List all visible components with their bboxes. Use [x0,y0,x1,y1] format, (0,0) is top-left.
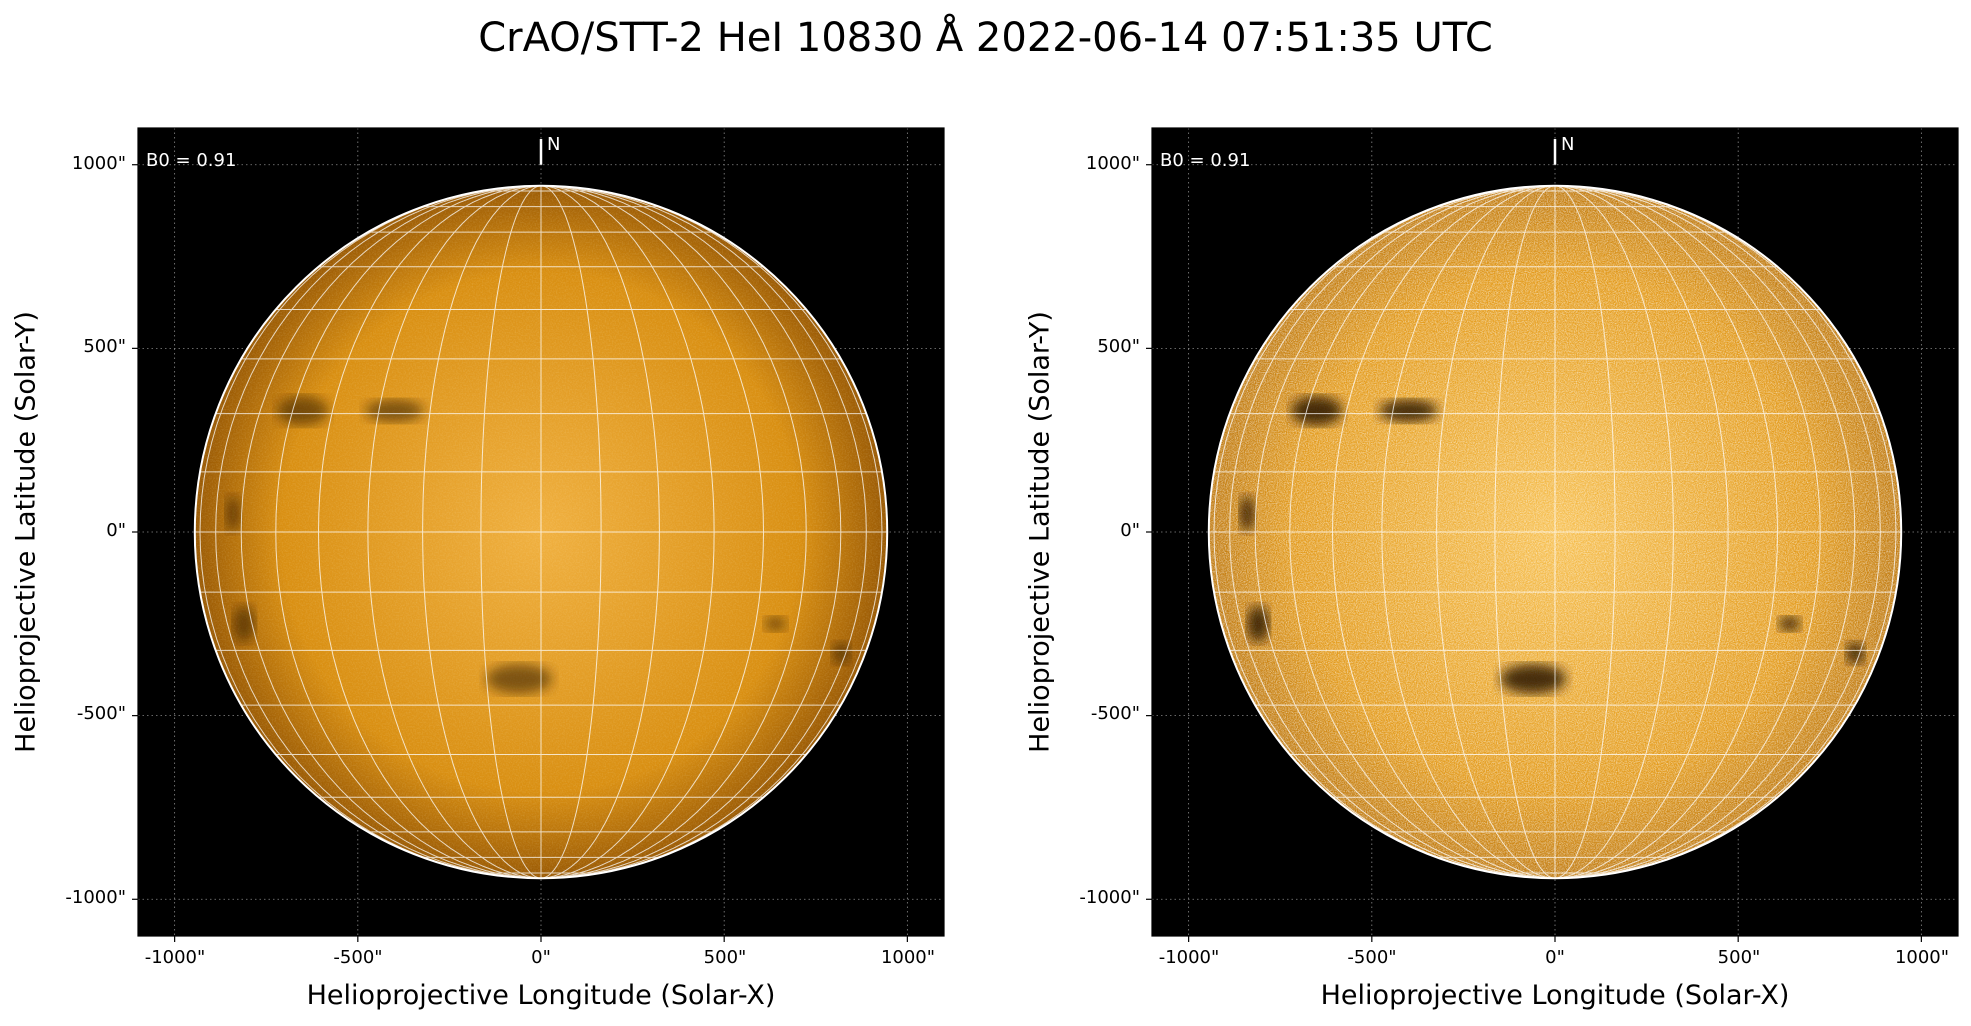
heliographic-grid [1208,185,1902,879]
xtick-right-minus500: -500" [1347,947,1397,968]
ytick-left-0: 0" [106,520,126,541]
b0-annotation: B0 = 0.91 [1160,150,1250,171]
ylabel-left: Helioprojective Latitude (Solar-Y) [10,311,42,753]
ytick-right-500: 500" [1097,336,1140,357]
filament-5 [764,616,787,632]
filament-0 [277,396,329,426]
xtick-right-1000: 1000" [1894,947,1950,968]
xtick-left-500: 500" [703,947,747,968]
xtick-right-0: 0" [1545,947,1565,968]
dark-features [225,396,851,694]
filament-2 [225,495,241,532]
north-label: N [1561,134,1574,155]
ytick-left-minus1000: -1000" [65,887,126,908]
page-title: CrAO/STT-2 HeI 10830 Å 2022-06-14 07:51:… [478,15,1493,61]
xtick-left-minus1000: -1000" [144,947,206,968]
xlabel-right: Helioprojective Longitude (Solar-X) [1320,980,1790,1011]
filament-1 [1379,399,1438,422]
filament-4 [486,664,552,694]
b0-annotation: B0 = 0.91 [146,150,236,171]
axis-ticks [1146,164,1922,942]
filament-6 [1846,642,1865,665]
ytick-left-1000: 1000" [71,153,126,174]
ylabel-right: Helioprojective Latitude (Solar-Y) [1024,311,1056,753]
xtick-left-1000: 1000" [880,947,936,968]
xtick-left-0: 0" [531,947,551,968]
filament-6 [832,642,851,665]
filament-4 [1500,664,1566,694]
filament-5 [1778,616,1801,632]
ytick-right-1000: 1000" [1085,153,1140,174]
ytick-right-0: 0" [1120,520,1140,541]
xtick-right-500: 500" [1717,947,1761,968]
solar-image-right[interactable]: N B0 = 0.91 [1146,127,1959,942]
solar-image-left[interactable]: N B0 = 0.91 [132,127,945,942]
plot-border [1151,127,1959,937]
xtick-left-minus500: -500" [333,947,383,968]
ytick-left-minus500: -500" [76,703,126,724]
filament-2 [1239,495,1255,532]
filament-1 [365,399,424,422]
north-label: N [547,134,560,155]
plot-border [137,127,945,937]
ytick-right-minus1000: -1000" [1079,887,1140,908]
limb-outline [193,184,889,880]
axis-ticks [132,164,908,942]
xlabel-left: Helioprojective Longitude (Solar-X) [306,980,776,1011]
filament-0 [1291,396,1343,426]
limb-outline [1207,184,1903,880]
xtick-right-minus1000: -1000" [1158,947,1220,968]
ytick-left-500: 500" [83,336,126,357]
ytick-right-minus500: -500" [1090,703,1140,724]
